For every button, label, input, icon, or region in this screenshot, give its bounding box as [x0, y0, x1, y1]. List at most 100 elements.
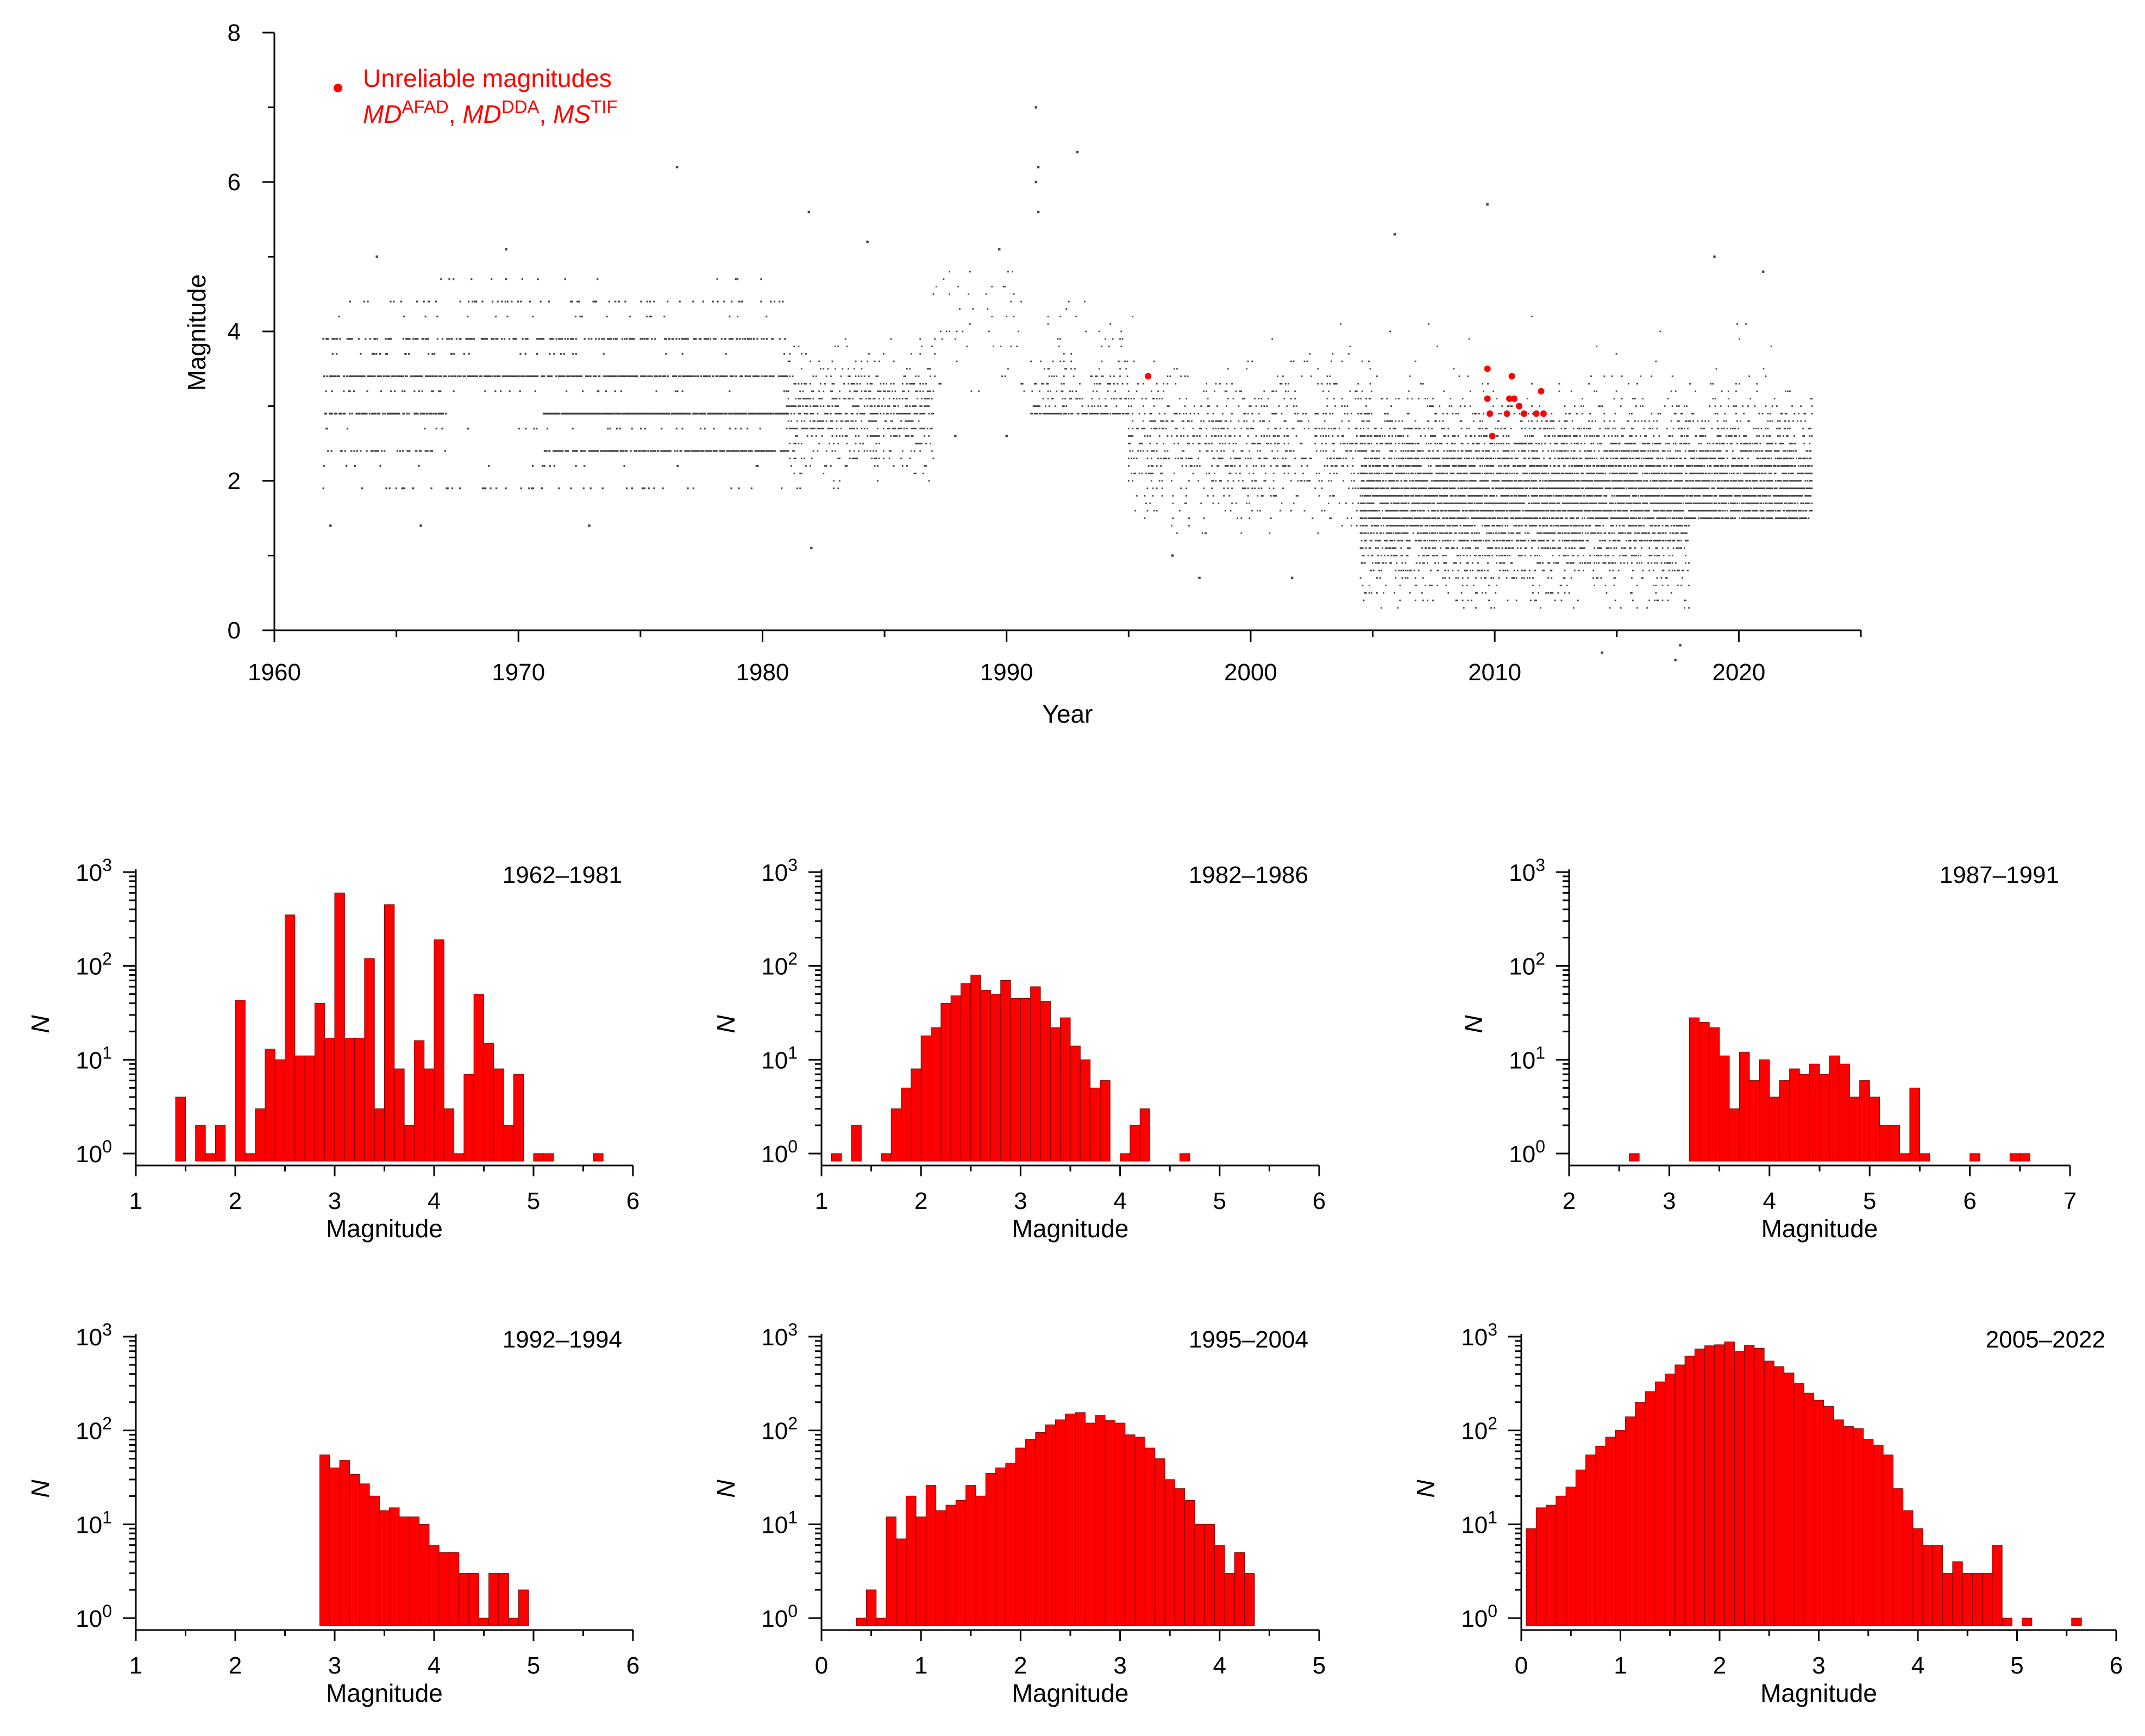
scatter-point: [1522, 450, 1524, 452]
scatter-point: [1420, 517, 1422, 519]
scatter-point: [844, 435, 846, 437]
scatter-point: [1424, 547, 1426, 549]
scatter-point: [800, 420, 802, 422]
scatter-point: [1502, 540, 1504, 542]
scatter-point: [467, 315, 469, 318]
scatter-point: [1281, 502, 1283, 504]
scatter-point: [1492, 577, 1495, 579]
scatter-point: [874, 405, 876, 407]
scatter-point: [1503, 428, 1506, 430]
scatter-point: [368, 375, 370, 378]
scatter-point: [753, 412, 755, 415]
scatter-point: [1147, 465, 1150, 467]
scatter-point: [1452, 472, 1454, 474]
scatter-point: [1477, 472, 1479, 474]
scatter-point: [1396, 517, 1398, 519]
scatter-point: [1476, 532, 1478, 534]
scatter-point: [1531, 442, 1533, 444]
scatter-point: [606, 315, 608, 318]
scatter-point: [1351, 525, 1352, 527]
scatter-point: [777, 375, 780, 378]
scatter-point: [1317, 532, 1319, 534]
scatter-point: [1460, 442, 1463, 444]
scatter-point: [375, 450, 377, 452]
scatter-point: [510, 375, 512, 378]
scatter-point: [1180, 487, 1182, 490]
scatter-point: [1325, 450, 1327, 452]
scatter-point: [1097, 412, 1099, 415]
scatter-point: [1466, 428, 1468, 430]
scatter-point: [1246, 442, 1248, 444]
scatter-point: [749, 375, 751, 378]
scatter-point: [1297, 412, 1299, 415]
scatter-point: [1471, 525, 1473, 527]
scatter-point: [729, 315, 731, 318]
scatter-point: [1534, 599, 1536, 601]
scatter-point: [577, 412, 579, 415]
scatter-point: [1378, 472, 1380, 474]
scatter-point: [909, 368, 911, 370]
scatter-point: [488, 465, 490, 467]
scatter-point: [1483, 480, 1484, 482]
scatter-point: [1432, 405, 1434, 407]
scatter-point: [1464, 525, 1466, 527]
scatter-point: [1373, 517, 1376, 519]
scatter-point: [1351, 412, 1352, 415]
scatter-point: [861, 368, 863, 370]
scatter-point: [1515, 517, 1517, 519]
scatter-point: [346, 465, 348, 467]
scatter-point: [1531, 472, 1533, 474]
scatter-point: [1359, 517, 1362, 519]
scatter-point: [1379, 487, 1381, 490]
scatter-point: [846, 346, 848, 347]
scatter-point: [888, 428, 890, 430]
scatter-point: [1492, 525, 1495, 527]
scatter-point: [1070, 353, 1072, 355]
scatter-point: [894, 405, 896, 407]
scatter-point: [1455, 465, 1457, 467]
scatter-point: [823, 368, 825, 370]
scatter-point: [912, 435, 914, 437]
scatter-point: [390, 300, 392, 303]
scatter-point: [1489, 457, 1491, 460]
scatter-point: [1452, 495, 1454, 497]
scatter-point: [1046, 383, 1048, 385]
scatter-point: [1458, 495, 1460, 497]
scatter-point: [1401, 472, 1403, 474]
scatter-point: [446, 338, 448, 340]
scatter-point: [623, 450, 625, 452]
scatter-point: [1091, 375, 1093, 377]
scatter-point: [1519, 532, 1521, 534]
scatter-point: [918, 420, 920, 422]
scatter-point: [1421, 592, 1423, 594]
scatter-point: [1354, 487, 1357, 490]
scatter-point: [1363, 435, 1365, 437]
scatter-point: [570, 375, 573, 378]
scatter-point: [757, 465, 759, 467]
scatter-point: [560, 375, 562, 378]
scatter-point: [1063, 360, 1065, 362]
scatter-point: [403, 487, 405, 490]
scatter-point: [648, 487, 650, 490]
scatter-point: [829, 428, 830, 430]
scatter-point: [641, 450, 643, 452]
scatter-point: [1137, 383, 1139, 385]
scatter-point: [748, 450, 750, 452]
scatter-point: [1437, 472, 1438, 474]
scatter-point: [517, 300, 519, 303]
scatter-point: [1429, 585, 1431, 586]
scatter-point: [573, 450, 575, 452]
scatter-point: [754, 375, 756, 378]
scatter-point: [811, 390, 813, 392]
scatter-point: [1407, 435, 1409, 437]
scatter-point: [1390, 510, 1393, 512]
scatter-point: [848, 398, 849, 400]
scatter-point: [1419, 472, 1421, 474]
scatter-point: [1429, 532, 1431, 534]
scatter-point: [1503, 502, 1506, 504]
scatter-point: [892, 428, 893, 430]
scatter-point: [1475, 495, 1477, 497]
scatter-point: [1482, 480, 1483, 482]
scatter-point: [919, 442, 921, 444]
scatter-point: [693, 412, 695, 415]
